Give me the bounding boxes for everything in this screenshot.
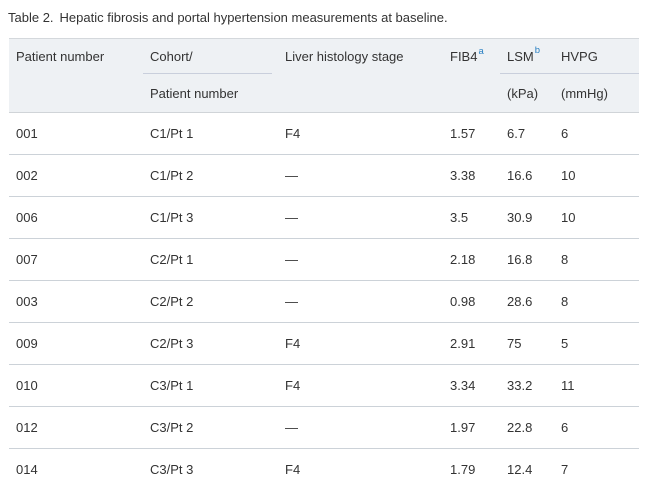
cell-histology: — [285,294,298,309]
col-header-patient-number: Patient number [9,39,143,74]
cell-cohort: C1/Pt 1 [150,126,194,141]
cell-cohort: C2/Pt 2 [150,294,194,309]
cell-hvpg: 6 [561,420,569,435]
col-header-fib4: FIB4 a [450,45,484,64]
cell-hvpg: 10 [561,210,576,225]
cell-patient-number: 009 [16,336,38,351]
cell-histology: — [285,168,298,183]
cell-hvpg: 11 [561,378,575,393]
cell-hvpg: 10 [561,168,576,183]
col-header-fib4-label: FIB4 [450,49,478,64]
cell-fib4: 2.91 [450,336,476,351]
cell-fib4: 2.18 [450,252,476,267]
cell-fib4: 0.98 [450,294,476,309]
header-row-2: Patient number (kPa) (mmHg) [9,74,639,112]
table-row: 010 C3/Pt 1 F4 3.34 33.2 11 [9,365,639,407]
cell-lsm: 16.8 [507,252,533,267]
col-header-cohort-label: Cohort/ [150,48,193,64]
table-row: 003 C2/Pt 2 — 0.98 28.6 8 [9,281,639,323]
table-row: 014 C3/Pt 3 F4 1.79 12.4 7 [9,449,639,482]
cell-fib4: 3.38 [450,168,476,183]
cell-cohort: C2/Pt 1 [150,252,194,267]
cell-lsm: 16.6 [507,168,533,183]
table-row: 002 C1/Pt 2 — 3.38 16.6 10 [9,155,639,197]
cell-cohort: C2/Pt 3 [150,336,194,351]
cell-lsm: 28.6 [507,294,533,309]
cell-cohort: C3/Pt 3 [150,462,194,477]
table-caption-text: Hepatic fibrosis and portal hypertension… [59,10,448,25]
table-row: 009 C2/Pt 3 F4 2.91 75 5 [9,323,639,365]
cell-cohort: C1/Pt 2 [150,168,194,183]
cell-cohort: C3/Pt 2 [150,420,194,435]
cell-lsm: 12.4 [507,462,533,477]
cell-patient-number: 012 [16,420,38,435]
cell-lsm: 6.7 [507,126,526,141]
cell-patient-number: 014 [16,462,38,477]
header-row-1: Patient number Cohort/ Liver histology s… [9,39,639,74]
cell-histology: — [285,252,298,267]
cell-cohort: C3/Pt 1 [150,378,194,393]
col-header-empty-1 [9,74,143,112]
col-header-hvpg: HVPG [554,39,639,74]
table-caption-label: Table 2. [8,10,54,25]
col-header-hvpg-unit: (mmHg) [554,74,639,112]
cell-patient-number: 010 [16,378,38,393]
table-row: 001 C1/Pt 1 F4 1.57 6.7 6 [9,113,639,155]
table-row: 006 C1/Pt 3 — 3.5 30.9 10 [9,197,639,239]
col-header-empty-3 [443,74,500,112]
col-header-lsm-label: LSM [507,48,534,64]
cell-hvpg: 5 [561,336,569,351]
cell-lsm: 33.2 [507,378,533,393]
col-header-lsm-unit: (kPa) [500,74,554,112]
table-body: 001 C1/Pt 1 F4 1.57 6.7 6 002 C1/Pt 2 — … [9,113,639,482]
cell-patient-number: 006 [16,210,38,225]
col-header-histology-label: Liver histology stage [285,49,404,64]
cell-patient-number: 001 [16,126,38,141]
cell-patient-number: 002 [16,168,38,183]
table-row: 012 C3/Pt 2 — 1.97 22.8 6 [9,407,639,449]
col-header-lsm: LSM b [500,39,554,74]
col-header-empty-2 [278,74,443,112]
cell-patient-number: 007 [16,252,38,267]
col-header-patient-number-label: Patient number [16,49,105,64]
cell-histology: F4 [285,462,301,477]
col-header-hvpg-unit-label: (mmHg) [561,85,608,101]
cell-lsm: 30.9 [507,210,533,225]
cell-fib4: 1.57 [450,126,476,141]
col-header-cohort-line2: Patient number [143,74,278,112]
cell-fib4: 1.79 [450,462,476,477]
baseline-measurements-table: Patient number Cohort/ Liver histology s… [9,38,639,482]
cell-histology: — [285,210,298,225]
table-caption: Table 2. Hepatic fibrosis and portal hype… [0,0,657,27]
cell-fib4: 3.5 [450,210,469,225]
col-header-histology: Liver histology stage [278,39,443,74]
cell-hvpg: 8 [561,294,569,309]
col-header-cohort: Cohort/ [143,39,272,74]
cell-hvpg: 7 [561,462,569,477]
cell-histology: — [285,420,298,435]
cell-hvpg: 8 [561,252,569,267]
cell-cohort: C1/Pt 3 [150,210,194,225]
cell-patient-number: 003 [16,294,38,309]
cell-fib4: 3.34 [450,378,476,393]
col-header-lsm-unit-label: (kPa) [507,85,539,101]
cell-hvpg: 6 [561,126,569,141]
col-header-hvpg-label: HVPG [561,48,598,64]
cell-fib4: 1.97 [450,420,476,435]
cell-lsm: 22.8 [507,420,533,435]
col-header-cohort-line2-label: Patient number [150,85,239,101]
cell-histology: F4 [285,126,301,141]
cell-histology: F4 [285,378,301,393]
table-row: 007 C2/Pt 1 — 2.18 16.8 8 [9,239,639,281]
table-header: Patient number Cohort/ Liver histology s… [9,38,639,113]
cell-lsm: 75 [507,336,522,351]
cell-histology: F4 [285,336,301,351]
